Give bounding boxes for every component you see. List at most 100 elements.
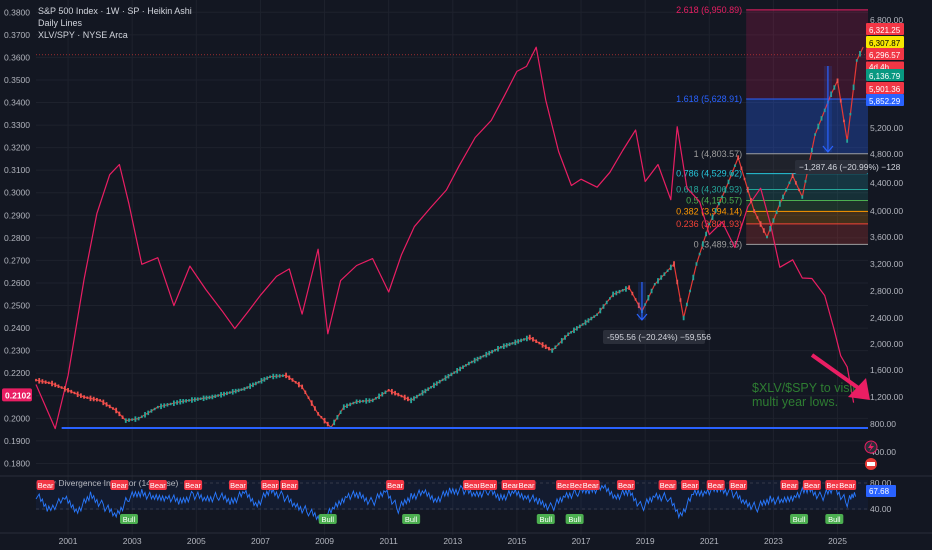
spx-candle xyxy=(740,166,743,171)
bull-signal-label: Bull xyxy=(322,515,335,524)
spx-candle xyxy=(852,84,855,91)
fib-level-label: 0.618 (4,306.93) xyxy=(676,185,742,195)
spx-candle xyxy=(491,349,494,354)
spx-candle xyxy=(634,298,637,301)
right-axis-tick: 800.00 xyxy=(870,419,896,429)
spx-candle xyxy=(220,392,222,398)
right-price-tag-text: 5,901.36 xyxy=(869,85,901,94)
spx-candle xyxy=(67,388,69,393)
spx-candle xyxy=(105,402,108,407)
left-axis-tick: 0.3500 xyxy=(4,75,30,85)
spx-candle xyxy=(368,398,371,403)
fibonacci-extension[interactable]: 2.618 (6,950.89) 1.618 (5,628.91) 1 (4,803… xyxy=(36,5,868,250)
bear-signal xyxy=(386,480,405,490)
spx-candle xyxy=(590,316,593,321)
fib-zone xyxy=(746,99,868,154)
spx-candle xyxy=(47,381,50,385)
spx-candle xyxy=(433,382,435,389)
right-price-axis[interactable]: 6,800.00 5,200.00 4,800.00 4,400.00 4,000.00… xyxy=(864,15,904,470)
bear-signal-label: Bear xyxy=(38,481,54,490)
spx-candle xyxy=(766,235,768,239)
spx-candle xyxy=(83,395,85,399)
rsi-pane[interactable]: Bear Divergence Indicator (14, close)Bea… xyxy=(0,475,932,524)
bear-signal-label: Bear xyxy=(557,481,573,490)
spx-candle xyxy=(441,378,444,382)
spx-candle xyxy=(196,397,199,401)
spx-candle xyxy=(70,389,73,394)
spx-candle xyxy=(73,391,76,395)
fib-level-label: 0 (3,489.95) xyxy=(694,239,743,249)
spx-candle xyxy=(695,262,698,266)
spx-candle xyxy=(718,201,720,206)
right-axis-tick: 2,400.00 xyxy=(870,313,903,323)
spx-candle xyxy=(44,380,47,384)
spx-candle xyxy=(833,85,836,90)
spx-candle xyxy=(575,326,578,331)
bear-signal xyxy=(729,480,748,490)
spx-candle xyxy=(599,307,602,314)
spx-candle xyxy=(511,342,514,345)
spx-candle xyxy=(756,216,759,219)
rsi-axis-tick: 80.00 xyxy=(870,478,892,488)
bull-signal xyxy=(318,514,337,524)
spx-candle xyxy=(650,288,653,294)
annotation-arrow xyxy=(810,353,866,394)
right-axis-tick: 5,200.00 xyxy=(870,123,903,133)
spx-candle xyxy=(473,357,476,364)
left-price-axis[interactable]: 0.3800 0.3700 0.3600 0.3500 0.3400 0.3300 0.32… xyxy=(2,7,32,468)
right-axis-tick: 6,800.00 xyxy=(870,15,903,25)
bear-signal-label: Bear xyxy=(782,481,798,490)
spx-candle xyxy=(124,418,127,423)
spx-candle xyxy=(362,399,364,403)
spx-candle xyxy=(246,386,249,389)
spx-candle xyxy=(570,331,573,334)
spx-candle xyxy=(381,392,384,397)
spx-candle xyxy=(721,195,724,199)
spx-candle xyxy=(584,319,587,326)
spx-candle xyxy=(465,364,467,367)
fib-level-label: 2.618 (6,950.89) xyxy=(676,5,742,15)
spx-candle xyxy=(257,380,260,384)
spx-candle xyxy=(89,395,92,402)
left-axis-tick: 0.3400 xyxy=(4,98,30,108)
right-axis-tick: 3,600.00 xyxy=(870,232,903,242)
spx-candle xyxy=(653,283,656,286)
time-axis-tick: 2013 xyxy=(443,536,462,546)
spx-candle xyxy=(520,338,522,343)
spx-candle xyxy=(285,372,287,379)
bear-signal-label: Bear xyxy=(230,481,246,490)
measure-label: -595.56 (−20.24%) −59,556 xyxy=(607,332,711,342)
bear-signal-label: Bear xyxy=(262,481,278,490)
left-axis-tick: 0.1800 xyxy=(4,458,30,468)
right-price-tag-text: 6,321.25 xyxy=(869,26,901,35)
time-axis-tick: 2003 xyxy=(123,536,142,546)
spx-candle xyxy=(57,384,60,388)
bear-signal xyxy=(838,480,857,490)
bull-signal-label: Bull xyxy=(123,515,136,524)
spx-candle xyxy=(263,377,266,382)
spx-candle xyxy=(193,397,196,402)
spx-candle xyxy=(150,409,153,413)
spx-candle xyxy=(223,391,225,397)
bear-signal xyxy=(463,480,482,490)
spx-candle xyxy=(298,381,300,388)
spx-candle xyxy=(281,374,284,377)
spx-candle xyxy=(679,298,682,302)
spx-candle xyxy=(397,392,400,397)
time-axis-tick: 2023 xyxy=(764,536,783,546)
time-axis[interactable]: 2001 2003 2005 2007 2009 2011 2013 2015 2017 2019… xyxy=(0,532,932,546)
spx-candle xyxy=(234,388,237,394)
fib-zone xyxy=(746,211,868,224)
left-axis-tick: 0.2300 xyxy=(4,346,30,356)
time-axis-tick: 2025 xyxy=(828,536,847,546)
spx-candle xyxy=(358,399,361,404)
spx-candle xyxy=(153,407,156,411)
bear-signal xyxy=(802,480,821,490)
spx-series xyxy=(35,46,864,429)
chart-title: S&P 500 Index · 1W · SP · Heikin Ashi xyxy=(38,6,192,16)
annotation-text: multi year lows. xyxy=(752,395,838,409)
rsi-axis-tick: 40.00 xyxy=(870,504,892,514)
spx-candle xyxy=(759,221,762,227)
